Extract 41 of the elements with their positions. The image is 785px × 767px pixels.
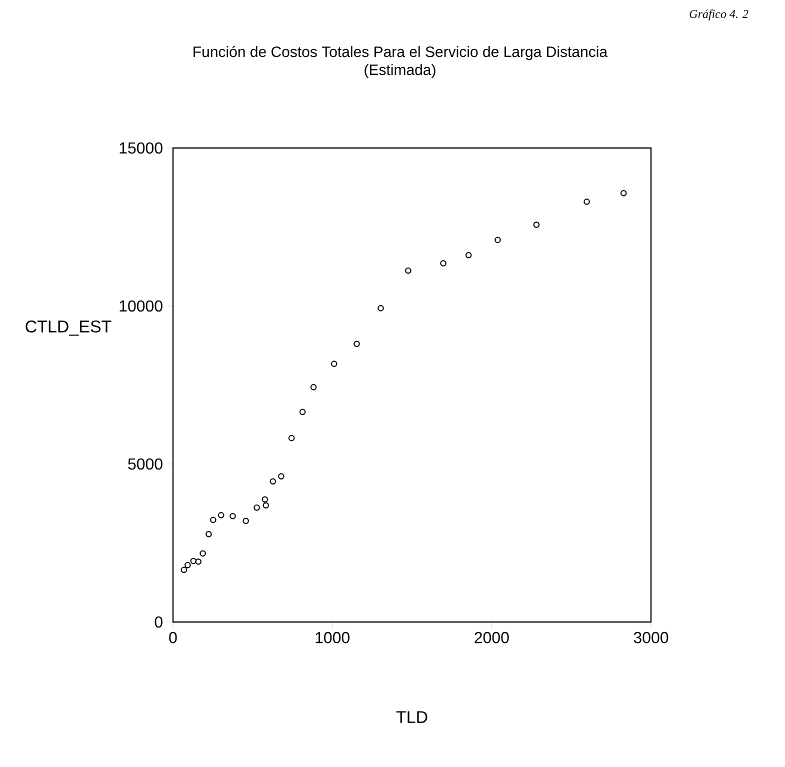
- point: [584, 198, 590, 205]
- point: [242, 518, 249, 524]
- x-tick-label: 1000: [316, 632, 350, 644]
- point: [494, 236, 501, 244]
- y-axis-title: CTLD_EST: [26, 320, 112, 336]
- point: [440, 260, 446, 266]
- point: [288, 434, 295, 442]
- y-tick-label: 15000: [120, 142, 162, 154]
- y-tick-label: 0: [154, 616, 162, 628]
- x-tick-label: 2000: [474, 632, 509, 644]
- point: [200, 550, 206, 557]
- point: [262, 502, 270, 509]
- chart-subtitle: (Estimada): [364, 64, 436, 78]
- point: [270, 478, 276, 485]
- point: [262, 496, 268, 503]
- point: [195, 558, 202, 565]
- point: [278, 473, 284, 480]
- point: [330, 360, 338, 367]
- point: [299, 408, 306, 415]
- text: Gráfico 4. 2: [690, 9, 748, 20]
- x-axis-title: TLD: [396, 711, 428, 723]
- point: [620, 190, 627, 196]
- point: [190, 558, 197, 564]
- chart-title: Función de Costos Totales Para el Servicio de Larga Distancia: [194, 46, 608, 60]
- point: [254, 504, 260, 511]
- point: [354, 340, 360, 348]
- point: [184, 562, 191, 568]
- point: [465, 252, 472, 258]
- point: [405, 267, 412, 274]
- point: [218, 512, 224, 518]
- point: [230, 512, 236, 520]
- point: [180, 566, 188, 573]
- y-tick-label: 10000: [120, 300, 162, 312]
- x-tick-label: 0: [169, 632, 177, 644]
- point: [206, 530, 212, 538]
- point: [310, 384, 317, 390]
- point: [533, 222, 540, 228]
- x-tick-label: 3000: [634, 632, 668, 644]
- point: [210, 516, 216, 524]
- point: [378, 305, 384, 312]
- y-tick-label: 5000: [128, 458, 162, 470]
